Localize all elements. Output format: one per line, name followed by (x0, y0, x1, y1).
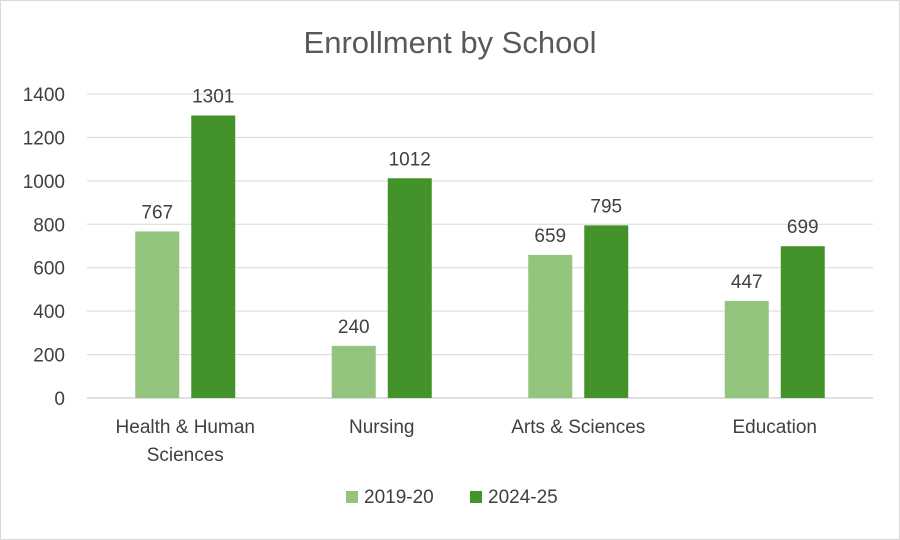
y-tick-label: 1200 (23, 128, 65, 149)
category-label-line: Sciences (147, 445, 224, 466)
category-label-line: Health & Human (116, 417, 255, 438)
legend-label: 2024-25 (488, 487, 558, 508)
bar-2019-20 (528, 254, 573, 398)
data-label: 659 (534, 226, 566, 247)
y-axis-ticks: 0 200 400 600 800 1000 1200 1400 (23, 85, 65, 410)
category-label-line: Nursing (349, 417, 414, 438)
category-label: Arts & Sciences (511, 417, 645, 438)
bars (135, 115, 825, 399)
category-label: Health & Human Sciences (116, 417, 255, 466)
y-tick-label: 800 (33, 215, 65, 236)
y-tick-label: 400 (33, 302, 65, 323)
category-label-line: Arts & Sciences (511, 417, 645, 438)
data-labels: 767 1301 240 1012 659 795 447 699 (141, 86, 818, 337)
data-label: 447 (731, 272, 763, 293)
data-label: 767 (141, 202, 173, 223)
category-label: Education (732, 417, 817, 438)
y-tick-label: 200 (33, 346, 65, 367)
category-label-line: Education (732, 417, 817, 438)
bar-2024-25 (584, 225, 629, 398)
bar-2019-20 (135, 231, 180, 398)
legend: 2019-20 2024-25 (346, 487, 558, 508)
bar-2019-20 (331, 345, 376, 398)
data-label: 1012 (389, 149, 431, 170)
x-axis-categories: Health & Human Sciences Nursing Arts & Scie… (116, 417, 817, 466)
category-label: Nursing (349, 417, 414, 438)
y-tick-label: 1400 (23, 85, 65, 106)
bar-2019-20 (724, 300, 769, 398)
legend-swatch (470, 491, 482, 503)
legend-swatch (346, 491, 358, 503)
data-label: 699 (787, 217, 819, 238)
data-label: 1301 (192, 86, 234, 107)
bar-2024-25 (387, 178, 432, 398)
bar-2024-25 (780, 246, 825, 398)
y-tick-label: 0 (54, 389, 65, 410)
y-tick-label: 600 (33, 259, 65, 280)
data-label: 795 (590, 196, 622, 217)
legend-label: 2019-20 (364, 487, 434, 508)
y-tick-label: 1000 (23, 172, 65, 193)
bar-2024-25 (191, 115, 236, 399)
chart-title: Enrollment by School (304, 25, 597, 60)
data-label: 240 (338, 317, 370, 338)
